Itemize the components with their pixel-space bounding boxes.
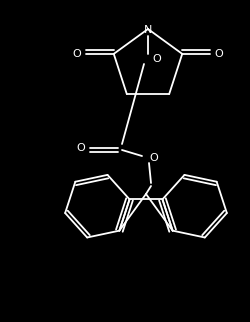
Text: O: O — [76, 143, 86, 153]
Text: N: N — [144, 25, 152, 35]
Text: O: O — [152, 54, 162, 64]
Text: O: O — [150, 153, 158, 163]
Text: O: O — [215, 49, 224, 59]
Text: O: O — [72, 49, 81, 59]
